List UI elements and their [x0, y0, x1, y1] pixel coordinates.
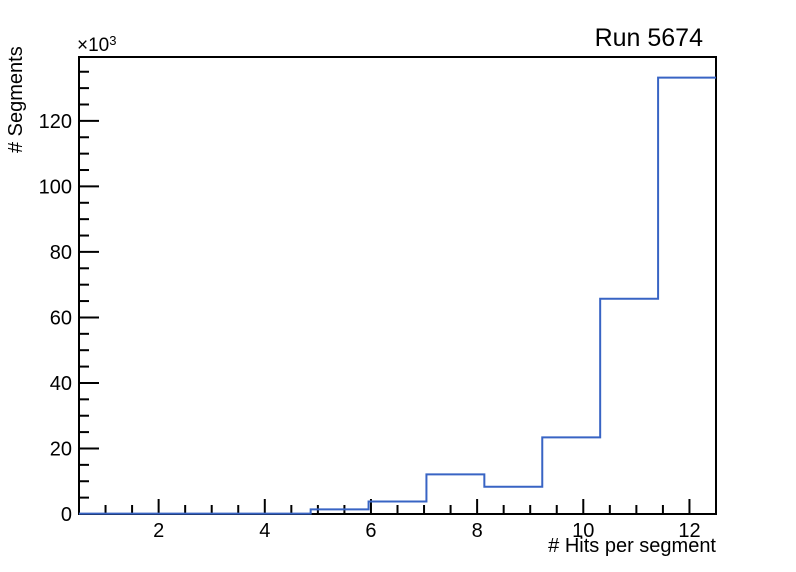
power-exponent: 3 [109, 33, 117, 48]
x-tick-label: 12 [678, 520, 700, 542]
x-axis-title: # Hits per segment [548, 535, 716, 557]
x-tick-label: 8 [472, 520, 483, 542]
y-tick-label: 100 [39, 176, 72, 198]
x-tick-label: 10 [572, 520, 594, 542]
y-axis-power-label: ×103 [77, 33, 117, 56]
y-tick-label: 60 [50, 307, 72, 329]
x-tick-label: 4 [259, 520, 270, 542]
histogram-line [79, 76, 716, 515]
y-tick-label: 20 [50, 438, 72, 460]
y-tick-label: 40 [50, 373, 72, 395]
x-tick-label: 6 [365, 520, 376, 542]
power-base: ×10 [77, 35, 110, 56]
y-axis-title: # Segments [5, 46, 27, 153]
x-tick-label: 2 [153, 520, 164, 542]
plot-title: Run 5674 [594, 24, 703, 52]
plot-frame [78, 56, 717, 515]
y-tick-label: 0 [61, 504, 72, 526]
y-tick-label: 80 [50, 242, 72, 264]
y-tick-label: 120 [39, 111, 72, 133]
